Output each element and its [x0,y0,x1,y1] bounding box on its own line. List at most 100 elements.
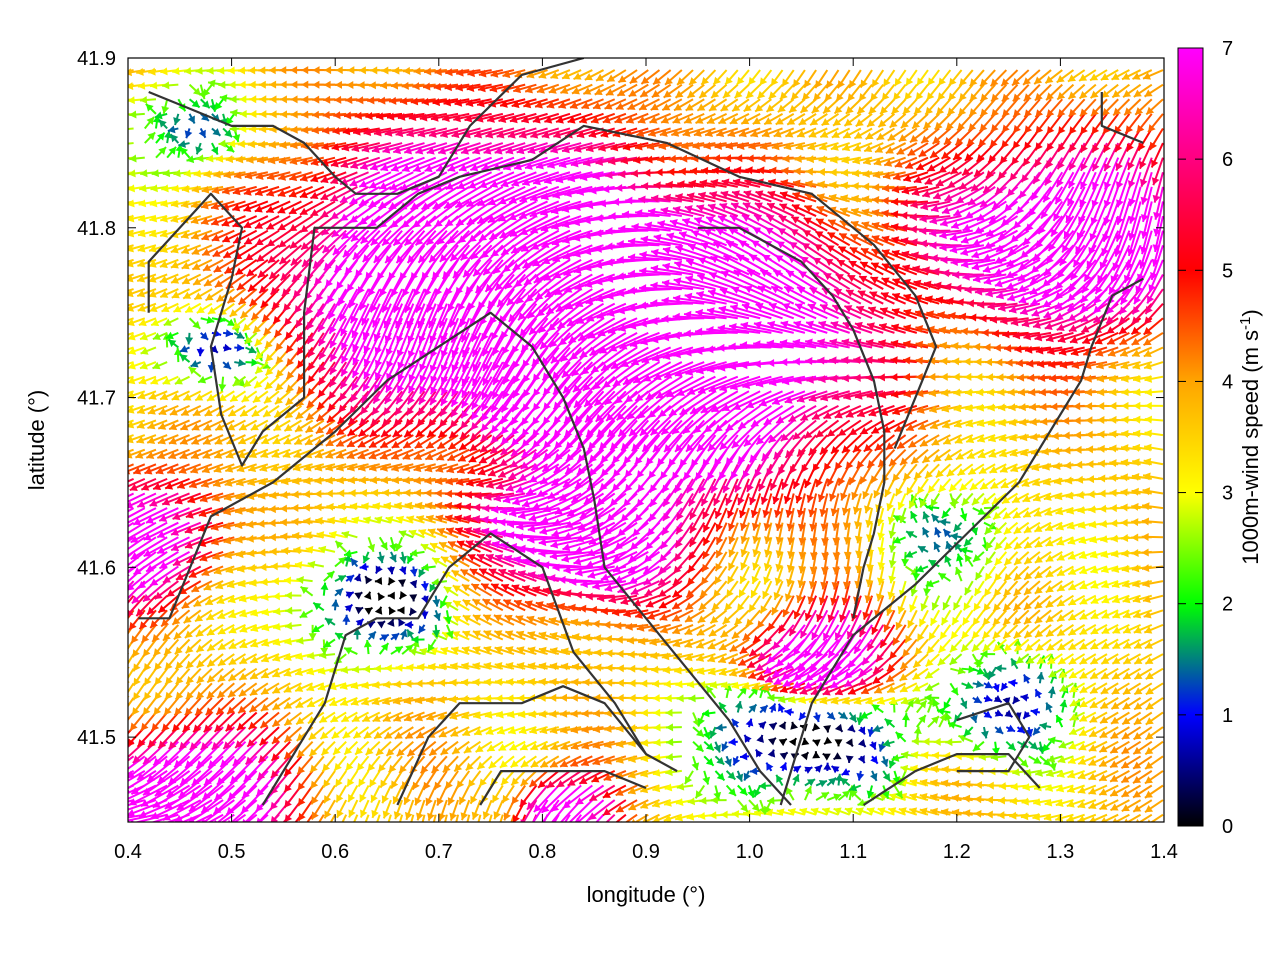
wind-vector [174,799,213,822]
wind-vector [335,784,348,803]
wind-vector [714,770,726,782]
wind-vector [207,813,224,822]
wind-vector [244,740,269,766]
wind-vector [296,755,314,775]
wind-vector [737,784,748,796]
wind-vector [540,784,571,814]
wind-vector [308,740,325,757]
wind-vector [1088,769,1108,781]
wind-vector [270,740,291,762]
wind-vector [179,755,213,786]
wind-vector [754,809,772,818]
wind-vector [550,740,571,751]
wind-vector [568,799,594,822]
colorbar-gradient [1177,47,1204,827]
wind-vector [882,770,891,782]
wind-vector [749,767,761,776]
wind-vector [476,755,493,771]
wind-vector [297,799,314,822]
wind-vector [841,768,851,776]
wind-vector [189,770,224,800]
wind-vector [1144,784,1164,799]
wind-vector [467,770,482,788]
wind-vector [739,752,750,761]
wind-vector [366,755,381,772]
wind-vector [615,799,638,813]
wind-vector [1121,799,1142,812]
wind-vector [575,799,605,822]
colorbar-tick-label: 1 [1222,705,1233,727]
wind-vector [364,814,370,822]
wind-vector [309,755,325,774]
wind-vector [714,755,725,766]
wind-vector [388,755,403,774]
wind-vector [866,807,884,816]
wind-vector [556,770,582,788]
wind-vector [333,755,347,772]
wind-vector [390,770,403,789]
wind-vector [370,785,381,803]
wind-vector [356,755,370,772]
colorbar-label-main: 1000m-wind speed (m s [1238,330,1263,565]
wind-vector [767,749,776,758]
wind-vector [240,784,269,815]
y-tick-label: 41.7 [77,388,116,410]
wind-vector [449,799,460,821]
wind-vector [537,770,560,789]
x-tick-label: 1.4 [1150,841,1178,863]
wind-vector [387,814,392,822]
wind-vector [1057,755,1074,764]
wind-vector [857,755,866,764]
wind-vector [1016,755,1029,768]
wind-vector [755,748,764,758]
wind-vector [592,740,615,750]
wind-vector [365,740,381,756]
y-tick-label: 41.9 [77,48,116,70]
wind-vector [1132,770,1153,784]
wind-vector [371,799,381,819]
wind-vector [559,755,582,768]
wind-vector [676,782,694,791]
wind-vector [167,755,202,786]
wind-vector [519,784,538,808]
wind-vector [1098,770,1119,782]
wind-vector [1043,813,1063,822]
wind-vector [396,740,414,757]
colorbar-tick-label: 3 [1222,483,1233,505]
colorbar-tick-label: 5 [1222,260,1233,282]
wind-vector [898,770,907,786]
wind-vector [444,770,459,790]
x-tick-label: 1.3 [1046,841,1074,863]
wind-vector [486,740,504,753]
wind-vector [482,799,493,820]
wind-vector [455,814,460,822]
wind-vector [348,799,359,818]
x-tick-label: 0.4 [114,841,142,863]
wind-vector [848,783,862,792]
wind-vector [358,785,370,803]
wind-vector [220,813,235,822]
wind-vector [702,770,711,785]
wind-vector [725,770,737,781]
wind-vector [602,784,627,799]
wind-vector [491,784,504,804]
wind-vector [359,799,370,818]
wind-vector [1066,784,1085,794]
wind-vector [129,813,168,822]
wind-vector [128,799,146,807]
wind-vector [156,755,191,785]
wind-vector [421,814,426,822]
x-tick-label: 0.9 [632,841,660,863]
wind-vector [1067,769,1085,779]
wind-vector [1132,784,1153,799]
wind-vector [433,770,448,791]
wind-vector [748,799,761,812]
wind-vector [553,814,560,822]
wind-vector [833,807,851,816]
colorbar-label: 1000m-wind speed (m s-1) [1237,309,1263,564]
colorbar-tick-label: 7 [1222,38,1233,60]
wind-vector [130,770,168,795]
wind-vector [880,755,889,767]
wind-vector [341,814,348,822]
